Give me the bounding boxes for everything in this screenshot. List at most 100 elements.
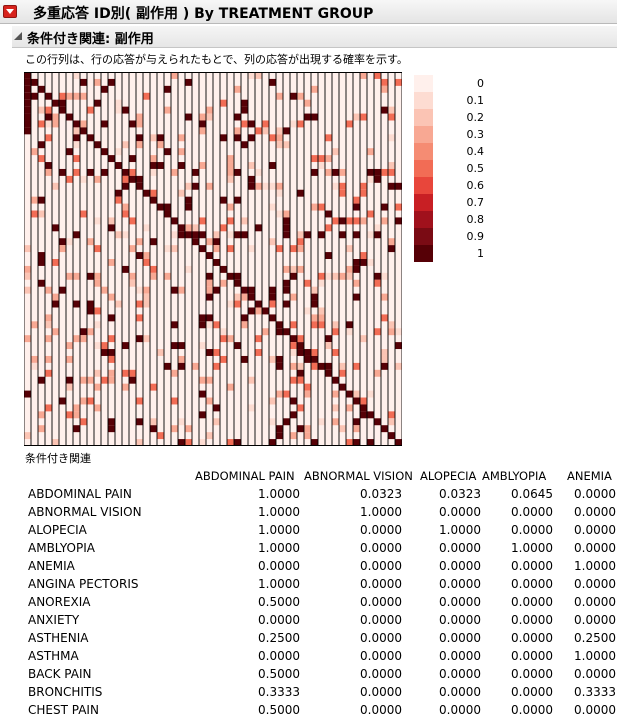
matrix-caption: 条件付き関連 xyxy=(25,452,91,465)
table-cell: 0.0000 xyxy=(574,577,616,591)
table-cell: 0.0000 xyxy=(511,649,553,663)
table-cell: 1.0000 xyxy=(360,505,402,519)
table-cell: 0.5000 xyxy=(258,703,300,717)
legend-label: 0.2 xyxy=(466,111,485,124)
legend-swatch xyxy=(414,228,433,245)
color-legend xyxy=(414,75,433,262)
section-header[interactable]: 条件付き関連: 副作用 xyxy=(12,26,617,48)
table-cell: 1.0000 xyxy=(258,487,300,501)
legend-label: 0.7 xyxy=(466,196,485,209)
table-cell: 0.0000 xyxy=(360,685,402,699)
table-cell: 1.0000 xyxy=(439,523,481,537)
table-cell: 0.0000 xyxy=(258,559,300,573)
row-label: BACK PAIN xyxy=(28,667,92,681)
table-cell: 1.0000 xyxy=(258,541,300,555)
legend-label: 0.3 xyxy=(466,128,485,141)
table-cell: 0.0000 xyxy=(574,667,616,681)
row-label: ABNORMAL VISION xyxy=(28,505,142,519)
table-cell: 0.0000 xyxy=(511,613,553,627)
table-cell: 0.3333 xyxy=(574,685,616,699)
table-cell: 0.3333 xyxy=(258,685,300,699)
legend-swatch xyxy=(414,211,433,228)
table-cell: 0.0000 xyxy=(258,649,300,663)
table-cell: 0.0000 xyxy=(439,559,481,573)
table-cell: 0.0000 xyxy=(511,505,553,519)
table-cell: 1.0000 xyxy=(574,559,616,573)
column-header: AMBLYOPIA xyxy=(482,469,547,483)
table-cell: 0.0000 xyxy=(360,577,402,591)
table-cell: 0.0000 xyxy=(439,613,481,627)
legend-swatch xyxy=(414,177,433,194)
legend-label: 1 xyxy=(477,247,484,260)
legend-label: 0.8 xyxy=(466,213,485,226)
row-label: ANXIETY xyxy=(28,613,80,627)
table-cell: 0.0000 xyxy=(511,703,553,717)
legend-labels: 0 0.1 0.2 0.3 0.4 0.5 0.6 0.7 0.8 0.9 1 xyxy=(458,75,485,262)
table-cell: 0.0000 xyxy=(574,523,616,537)
legend-swatch xyxy=(414,245,433,262)
table-cell: 0.0645 xyxy=(511,487,553,501)
row-label: BRONCHITIS xyxy=(28,685,103,699)
table-cell: 0.0000 xyxy=(360,649,402,663)
row-label: ANOREXIA xyxy=(28,595,91,609)
table-cell: 0.0000 xyxy=(360,523,402,537)
disclosure-icon[interactable] xyxy=(14,32,22,40)
table-cell: 1.0000 xyxy=(258,505,300,519)
table-cell: 0.0000 xyxy=(511,595,553,609)
red-triangle-menu-icon[interactable] xyxy=(3,5,17,18)
legend-label: 0.9 xyxy=(466,230,485,243)
row-label: ANGINA PECTORIS xyxy=(28,577,139,591)
table-cell: 0.0000 xyxy=(360,613,402,627)
row-label: ASTHMA xyxy=(28,649,79,663)
table-cell: 0.0000 xyxy=(511,667,553,681)
table-cell: 1.0000 xyxy=(258,523,300,537)
table-cell: 0.0000 xyxy=(574,595,616,609)
table-cell: 0.0000 xyxy=(439,595,481,609)
legend-swatch xyxy=(414,160,433,177)
row-label: ABDOMINAL PAIN xyxy=(28,487,132,501)
table-cell: 0.0000 xyxy=(574,613,616,627)
legend-swatch xyxy=(414,126,433,143)
legend-swatch xyxy=(414,194,433,211)
row-label: ASTHENIA xyxy=(28,631,89,645)
table-cell: 0.5000 xyxy=(258,595,300,609)
table-cell: 0.0000 xyxy=(439,667,481,681)
row-label: ALOPECIA xyxy=(28,523,87,537)
table-cell: 0.0000 xyxy=(574,541,616,555)
report-title: 多重応答 ID別( 副作用 ) By TREATMENT GROUP xyxy=(33,6,374,22)
table-cell: 0.0000 xyxy=(439,649,481,663)
legend-label: 0 xyxy=(477,77,484,90)
report-header: 多重応答 ID別( 副作用 ) By TREATMENT GROUP xyxy=(0,0,617,24)
table-cell: 0.0000 xyxy=(574,487,616,501)
legend-label: 0.1 xyxy=(466,94,485,107)
table-cell: 0.0000 xyxy=(439,631,481,645)
table-cell: 0.0323 xyxy=(439,487,481,501)
table-cell: 0.2500 xyxy=(258,631,300,645)
legend-label: 0.6 xyxy=(466,179,485,192)
table-cell: 1.0000 xyxy=(574,649,616,663)
table-cell: 1.0000 xyxy=(511,541,553,555)
conditional-association-heatmap xyxy=(24,72,402,446)
table-cell: 0.0000 xyxy=(439,703,481,717)
row-label: ANEMIA xyxy=(28,559,75,573)
legend-swatch xyxy=(414,109,433,126)
column-header: ALOPECIA xyxy=(420,469,477,483)
legend-label: 0.5 xyxy=(466,162,485,175)
table-cell: 0.2500 xyxy=(574,631,616,645)
table-cell: 0.0000 xyxy=(360,541,402,555)
table-cell: 0.0000 xyxy=(511,577,553,591)
section-title: 条件付き関連: 副作用 xyxy=(27,32,154,47)
table-cell: 0.0000 xyxy=(360,559,402,573)
table-cell: 0.0000 xyxy=(439,577,481,591)
matrix-description: この行列は、行の応答が与えられたもとで、列の応答が出現する確率を示す。 xyxy=(25,53,408,66)
table-cell: 0.0000 xyxy=(511,685,553,699)
table-cell: 0.0000 xyxy=(258,613,300,627)
table-cell: 0.0000 xyxy=(439,541,481,555)
column-header: ABNORMAL VISION xyxy=(304,469,413,483)
table-cell: 0.0000 xyxy=(360,703,402,717)
table-cell: 0.0000 xyxy=(360,595,402,609)
legend-swatch xyxy=(414,75,433,92)
table-cell: 0.0000 xyxy=(511,631,553,645)
column-header: ABDOMINAL PAIN xyxy=(195,469,295,483)
row-label: CHEST PAIN xyxy=(28,703,99,717)
